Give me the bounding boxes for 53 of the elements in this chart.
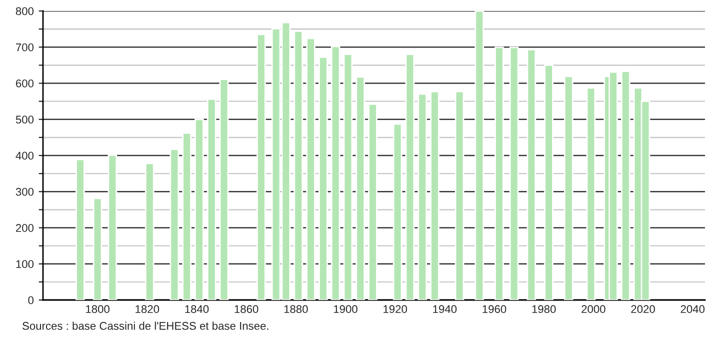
- bar: [620, 70, 630, 300]
- x-tick-label: 1980: [532, 305, 556, 314]
- bar: [194, 118, 204, 300]
- x-tick-label: 1960: [482, 305, 506, 314]
- y-tick-label: 0: [28, 296, 34, 304]
- bar: [405, 54, 415, 300]
- x-tick-label: 2040: [680, 305, 705, 314]
- y-tick-label: 300: [16, 188, 34, 196]
- bar: [294, 30, 304, 300]
- bar: [356, 76, 366, 300]
- bar: [494, 46, 504, 300]
- source-note: Sources : base Cassini de l'EHESS et base Insee.: [22, 322, 268, 330]
- bar: [454, 90, 464, 300]
- bar: [219, 78, 229, 300]
- bar: [206, 98, 216, 300]
- bar: [392, 123, 402, 300]
- x-tick-label: 1900: [334, 305, 358, 314]
- bar: [170, 148, 180, 300]
- bar: [306, 38, 316, 300]
- x-tick-label: 2020: [631, 305, 655, 314]
- bar: [108, 154, 118, 300]
- bar: [586, 87, 596, 300]
- bar: [544, 64, 554, 300]
- x-tick-label: 1940: [433, 305, 457, 314]
- x-tick-label: 1820: [136, 305, 160, 314]
- y-tick-label: 100: [16, 260, 34, 268]
- y-tick-label: 600: [16, 80, 34, 88]
- bar: [144, 162, 154, 300]
- bar: [509, 46, 519, 300]
- y-tick-label: 400: [16, 152, 34, 160]
- x-tick-label: 1840: [185, 305, 209, 314]
- y-tick-label: 200: [16, 224, 34, 232]
- x-tick-label: 1920: [384, 305, 407, 314]
- bar: [330, 46, 340, 300]
- bar: [526, 48, 536, 300]
- bar: [564, 76, 574, 300]
- bar: [343, 54, 353, 300]
- x-tick-label: 1800: [86, 305, 110, 314]
- bar: [318, 56, 328, 300]
- bar: [182, 132, 192, 300]
- bar: [256, 34, 266, 300]
- bar: [418, 93, 428, 300]
- y-tick-label: 500: [16, 116, 34, 124]
- bar: [76, 158, 85, 300]
- x-tick-label: 1860: [234, 305, 258, 314]
- x-tick-label: 1880: [284, 305, 308, 314]
- y-tick-label: 800: [16, 7, 34, 16]
- x-tick-label: 2000: [582, 305, 606, 314]
- bar: [430, 90, 440, 300]
- bar: [474, 11, 484, 300]
- bar: [368, 104, 378, 300]
- bar: [92, 198, 102, 300]
- y-tick-label: 700: [16, 43, 34, 52]
